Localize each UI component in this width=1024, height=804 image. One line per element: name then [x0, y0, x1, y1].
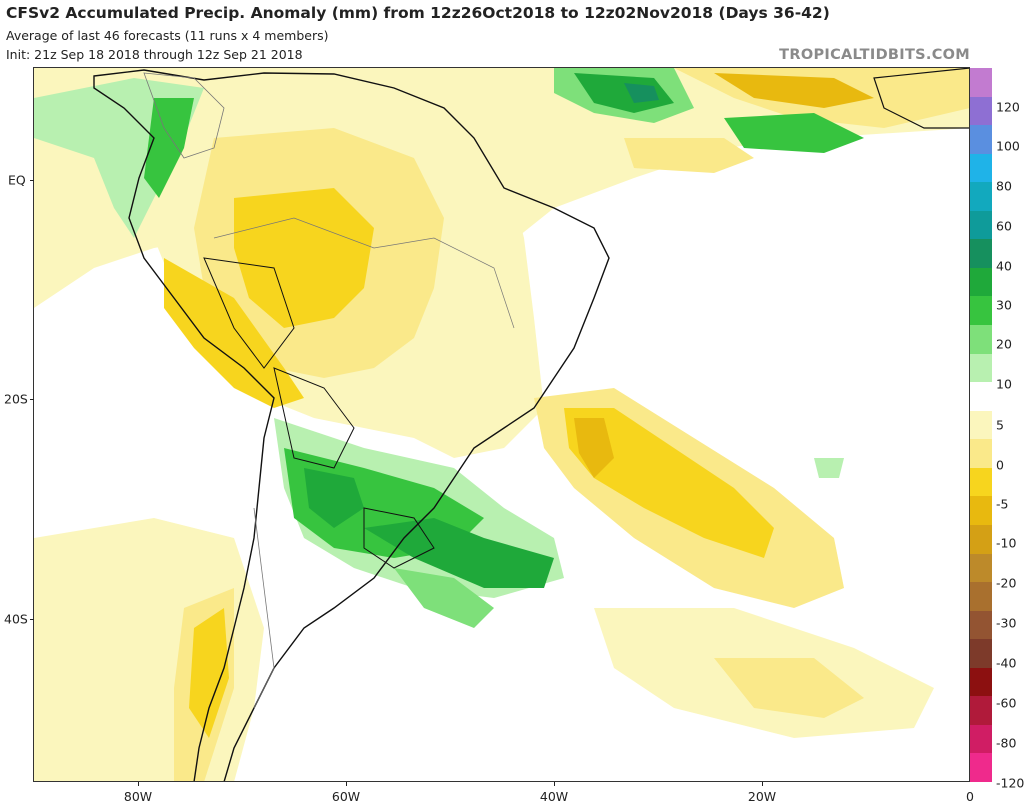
colorbar-tick-label: -30	[996, 615, 1017, 631]
colorbar-segment	[970, 68, 992, 98]
dry-region-atlantic-core	[564, 408, 774, 558]
colorbar-segment	[970, 439, 992, 469]
y-tick-eq	[30, 180, 34, 181]
colorbar-segment	[970, 610, 992, 640]
colorbar-segment	[970, 210, 992, 240]
x-tick-60w	[346, 782, 347, 786]
colorbar-tick-label: -60	[996, 695, 1017, 711]
colorbar-tick-label: -20	[996, 575, 1017, 591]
dry-region-south-atlantic-core	[714, 658, 864, 718]
country-border-chile-argentina	[253, 507, 275, 709]
y-label-eq: EQ	[8, 172, 26, 188]
y-label-20s: 20S	[4, 391, 28, 407]
colorbar-tick-label: 80	[996, 178, 1012, 194]
wet-region-north-atlantic-core	[574, 73, 674, 113]
colorbar-tick-label: 10	[996, 376, 1012, 392]
colorbar-segment	[970, 325, 992, 355]
x-label-0: 0	[966, 789, 974, 804]
wet-region-north-atlantic-max	[624, 83, 659, 103]
map-canvas	[34, 68, 970, 782]
wet-anomaly-shading	[34, 68, 864, 628]
brand-watermark: TROPICALTIDBITS.COM	[779, 47, 970, 63]
colorbar-tick-label: -5	[996, 496, 1009, 512]
x-tick-20w	[762, 782, 763, 786]
colorbar-segment	[970, 296, 992, 326]
dry-anomaly-shading	[34, 68, 970, 782]
africa-coast	[873, 68, 970, 129]
dry-region-north-atlantic-core	[714, 73, 874, 108]
x-label-60w: 60W	[331, 789, 361, 804]
x-tick-40w	[554, 782, 555, 786]
colorbar-segment	[970, 467, 992, 497]
colorbar-tick-label: -40	[996, 655, 1017, 671]
wet-region-equatorial-atlantic	[724, 113, 864, 153]
colorbar-tick-label: -10	[996, 535, 1017, 551]
colorbar-tick-label: 30	[996, 297, 1012, 313]
y-label-40s: 40S	[4, 611, 28, 627]
colorbar-segment	[970, 724, 992, 754]
colorbar-segment	[970, 125, 992, 155]
x-label-80w: 80W	[123, 789, 153, 804]
colorbar-segment	[970, 182, 992, 212]
map-subtitle-forecast-average: Average of last 46 forecasts (11 runs x …	[6, 28, 329, 43]
map-subtitle-init-time: Init: 21z Sep 18 2018 through 12z Sep 21…	[6, 47, 303, 62]
colorbar-segment	[970, 410, 992, 440]
wet-region-patch-east	[814, 458, 844, 478]
colorbar-tick-label: 20	[996, 336, 1012, 352]
state-borders-brazil	[213, 217, 515, 329]
colorbar-segment	[970, 639, 992, 669]
country-border-colombia	[143, 72, 225, 159]
colorbar-segment	[970, 696, 992, 726]
colorbar-segment	[970, 524, 992, 554]
colorbar-tick-label: 5	[996, 417, 1004, 433]
colorbar-segment	[970, 496, 992, 526]
y-tick-20s	[30, 399, 34, 400]
colorbar-tick-label: 100	[996, 138, 1020, 154]
precip-colorbar	[970, 68, 992, 783]
colorbar-tick-label: 0	[996, 457, 1004, 473]
x-tick-80w	[138, 782, 139, 786]
dry-region-andes-bolivia	[164, 258, 304, 408]
colorbar-segment	[970, 667, 992, 697]
colorbar-segment	[970, 753, 992, 783]
colorbar-tick-label: 60	[996, 218, 1012, 234]
wet-region-colombia-core	[144, 98, 194, 198]
colorbar-segment	[970, 353, 992, 383]
map-title: CFSv2 Accumulated Precip. Anomaly (mm) f…	[6, 4, 830, 22]
dry-region-atlantic-max	[574, 418, 614, 478]
dry-region-amazon-core	[234, 188, 374, 328]
south-america-coast	[93, 69, 610, 782]
dry-region-chile-core	[189, 608, 229, 738]
x-label-40w: 40W	[539, 789, 569, 804]
precip-anomaly-map	[34, 68, 970, 782]
country-border-paraguay	[273, 367, 355, 469]
country-border-uruguay	[363, 507, 435, 569]
colorbar-segment	[970, 239, 992, 269]
colorbar-segment	[970, 382, 992, 412]
colorbar-segment	[970, 553, 992, 583]
colorbar-segment	[970, 153, 992, 183]
wet-region-uruguay	[364, 518, 554, 588]
wet-region-argentine-sea	[394, 568, 494, 628]
x-label-20w: 20W	[747, 789, 777, 804]
colorbar-segment	[970, 96, 992, 126]
dry-region-equatorial-atlantic	[624, 138, 754, 173]
colorbar-tick-label: 120	[996, 99, 1020, 115]
colorbar-segment	[970, 582, 992, 612]
wet-region-paraguay-core	[304, 468, 364, 528]
country-border-bolivia	[203, 257, 295, 369]
coastline	[93, 68, 970, 782]
colorbar-tick-label: -120	[996, 775, 1024, 791]
y-tick-40s	[30, 619, 34, 620]
colorbar-tick-label: -80	[996, 735, 1017, 751]
colorbar-segment	[970, 267, 992, 297]
colorbar-tick-label: 40	[996, 258, 1012, 274]
